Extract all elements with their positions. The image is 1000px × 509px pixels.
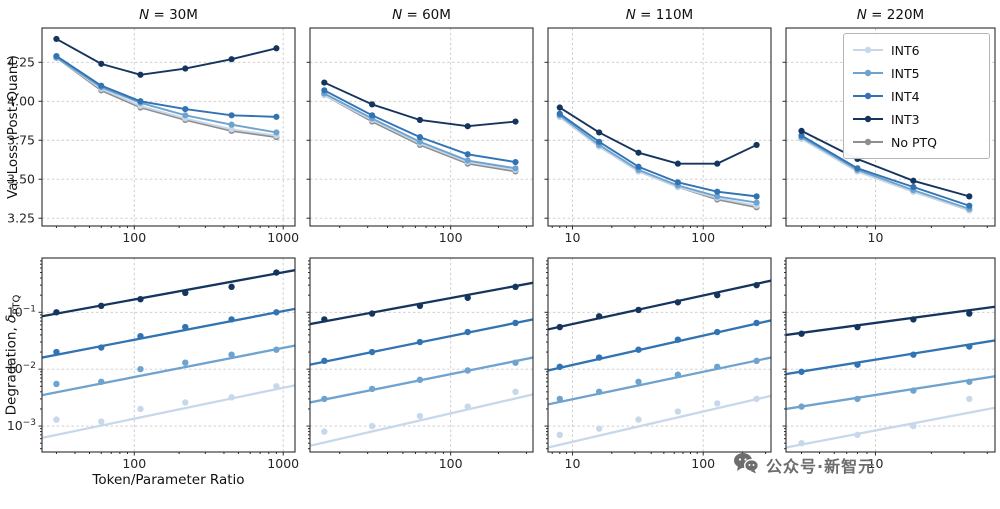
svg-text:10: 10 <box>868 456 884 471</box>
legend-line-marker <box>853 87 883 106</box>
watermark-text: 公众号·新智元 <box>766 457 876 476</box>
legend-entry-int6: INT6 <box>853 40 980 60</box>
svg-text:100: 100 <box>439 456 463 471</box>
val-loss-panel-2 <box>556 104 760 211</box>
panel-title-30m: N = 30M <box>42 7 295 23</box>
legend-entry-int3: INT3 <box>853 109 980 129</box>
title-variable: N <box>139 7 150 23</box>
ylabel-subscript: PTQ <box>11 294 23 315</box>
ylabel-delta-symbol: δ <box>3 314 20 323</box>
svg-text:1000: 1000 <box>267 456 299 471</box>
val-loss-panel-3 <box>798 127 973 214</box>
svg-text:10−1: 10−1 <box>7 304 36 319</box>
svg-text:100: 100 <box>691 456 715 471</box>
svg-text:10−2: 10−2 <box>7 361 36 376</box>
svg-text:10: 10 <box>868 230 884 245</box>
title-variable: N <box>856 7 867 23</box>
title-rest: = 110M <box>635 7 694 23</box>
x-axis-label: Token/Parameter Ratio <box>92 472 245 488</box>
degradation-panel-3 <box>786 305 995 449</box>
svg-text:100: 100 <box>122 230 146 245</box>
legend-line-marker <box>853 41 883 60</box>
watermark: 公众号·新智元 <box>733 452 875 478</box>
title-rest: = 60M <box>402 7 451 23</box>
ylabel-main: Degradation, <box>3 322 20 416</box>
legend: INT6 INT5 INT4 INT3 No PTQ <box>843 33 990 159</box>
legend-line-marker <box>853 133 883 152</box>
svg-text:100: 100 <box>122 456 146 471</box>
y-axis-label-val-loss: Val Loss (Post-Quant) <box>5 55 21 199</box>
svg-text:100: 100 <box>691 230 715 245</box>
svg-text:3.75: 3.75 <box>7 132 35 147</box>
val-loss-panel-0 <box>53 35 280 141</box>
legend-entry-int4: INT4 <box>853 86 980 106</box>
degradation-panel-2 <box>548 279 771 449</box>
degradation-panel-1 <box>310 281 533 447</box>
panel-title-110m: N = 110M <box>548 7 771 23</box>
title-variable: N <box>392 7 403 23</box>
title-rest: = 220M <box>866 7 925 23</box>
wechat-bubbles-icon <box>733 452 760 478</box>
title-rest: = 30M <box>149 7 198 23</box>
legend-line-marker <box>853 110 883 129</box>
panel-title-60m: N = 60M <box>310 7 533 23</box>
svg-text:100: 100 <box>439 230 463 245</box>
svg-text:3.50: 3.50 <box>7 171 35 186</box>
title-variable: N <box>625 7 636 23</box>
legend-label: INT3 <box>891 111 920 127</box>
degradation-panel-0 <box>42 269 295 439</box>
svg-text:4.00: 4.00 <box>7 93 35 108</box>
legend-label: INT6 <box>891 42 920 58</box>
legend-entry-int5: INT5 <box>853 63 980 83</box>
svg-text:1000: 1000 <box>267 230 299 245</box>
val-loss-panel-1 <box>321 79 519 175</box>
svg-text:10: 10 <box>565 456 581 471</box>
panel-title-220m: N = 220M <box>786 7 995 23</box>
svg-text:3.25: 3.25 <box>7 210 35 225</box>
legend-label: No PTQ <box>891 134 937 150</box>
legend-label: INT4 <box>891 88 920 104</box>
svg-text:10−3: 10−3 <box>7 418 36 433</box>
svg-text:4.25: 4.25 <box>7 54 35 69</box>
legend-line-marker <box>853 64 883 83</box>
legend-label: INT5 <box>891 65 920 81</box>
y-axis-label-degradation: Degradation, δPTQ <box>4 295 23 416</box>
legend-entry-no-ptq: No PTQ <box>853 132 980 152</box>
svg-text:10: 10 <box>565 230 581 245</box>
